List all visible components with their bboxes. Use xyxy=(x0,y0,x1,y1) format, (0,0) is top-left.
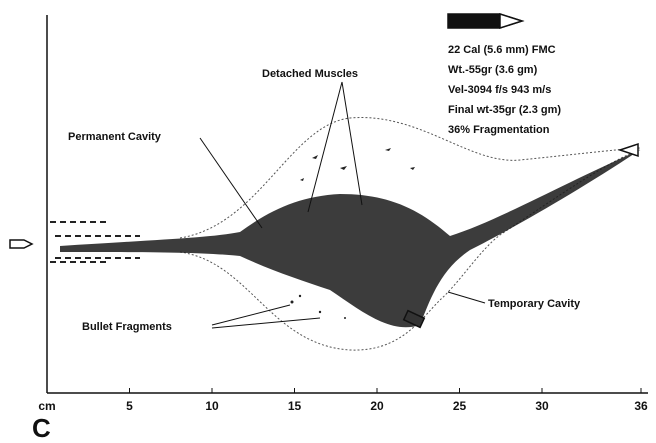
bullet-icons xyxy=(9,12,639,329)
spec-line: Wt.-55gr (3.6 gm) xyxy=(448,64,538,76)
axis-ticks: 5 10 15 20 25 30 36 xyxy=(126,388,648,413)
tick-label: 15 xyxy=(288,399,302,413)
temporary-cavity-label: Temporary Cavity xyxy=(488,298,581,310)
spec-line: 36% Fragmentation xyxy=(448,124,550,136)
panel-label: C xyxy=(32,413,51,443)
tick-label: 36 xyxy=(634,399,648,413)
tick-label: 10 xyxy=(205,399,219,413)
tick-label: 25 xyxy=(453,399,467,413)
leader-lines xyxy=(199,81,486,329)
spec-line: 22 Cal (5.6 mm) FMC xyxy=(448,44,556,56)
specs: 22 Cal (5.6 mm) FMC Wt.-55gr (3.6 gm) Vel-… xyxy=(448,44,561,136)
permanent-cavity-label: Permanent Cavity xyxy=(68,131,162,143)
permanent-cavity xyxy=(60,150,640,328)
spec-line: Final wt-35gr (2.3 gm) xyxy=(448,104,561,116)
spec-line: Vel-3094 f/s 943 m/s xyxy=(448,84,551,96)
axis-unit: cm xyxy=(38,399,55,413)
tick-label: 30 xyxy=(535,399,549,413)
entry-track xyxy=(50,221,140,263)
tick-label: 5 xyxy=(126,399,133,413)
tick-label: 20 xyxy=(370,399,384,413)
fragments xyxy=(290,148,415,319)
temporary-cavity-outline xyxy=(179,117,641,351)
detached-muscles-label: Detached Muscles xyxy=(262,68,358,80)
bullet-fragments-label: Bullet Fragments xyxy=(82,321,172,333)
